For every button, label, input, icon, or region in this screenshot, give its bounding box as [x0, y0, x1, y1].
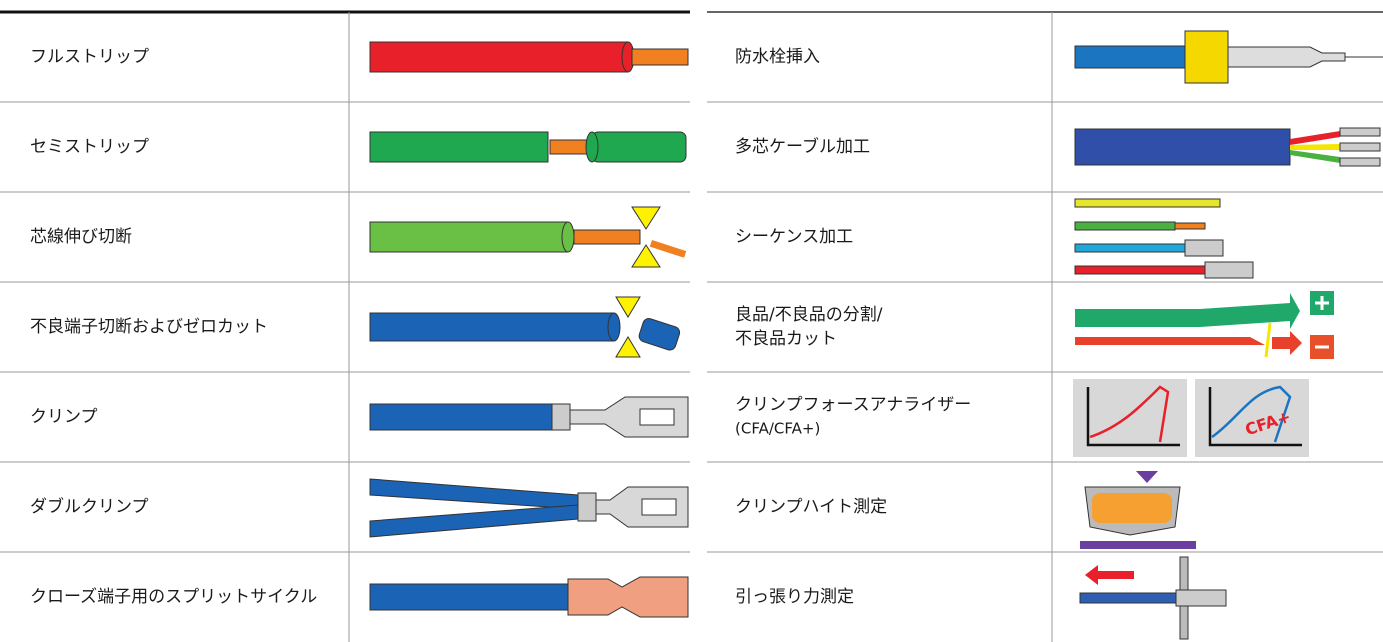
- right-label: 多芯ケーブル加工: [735, 136, 870, 157]
- icon-sort: [1075, 291, 1334, 359]
- left-label: 芯線伸び切断: [30, 227, 132, 247]
- icon-crimp-height: [1080, 471, 1196, 549]
- icon-cut: [369, 206, 687, 268]
- icon-crimp: [369, 396, 689, 438]
- table-rules: [0, 10, 1383, 642]
- right-label: 防水栓挿入: [735, 47, 820, 67]
- right-label: クリンプハイト測定: [735, 497, 887, 517]
- icon-full-strip: [369, 41, 689, 73]
- icon-seal: [1074, 30, 1383, 84]
- right-label: 不良品カット: [735, 329, 837, 349]
- right-label: (CFA/CFA+): [735, 420, 820, 438]
- left-label: ダブルクリンプ: [30, 496, 149, 517]
- right-label: シーケンス加工: [735, 227, 853, 247]
- icon-double-crimp: [369, 478, 689, 538]
- labels: フルストリップセミストリップ芯線伸び切断不良端子切断およびゼロカットクリンプダブ…: [30, 47, 971, 607]
- icon-multicore: [1074, 127, 1381, 167]
- icon-cfa: CFA+: [1073, 379, 1309, 457]
- right-label: クリンプフォースアナライザー: [735, 395, 971, 415]
- icon-sequence: [1074, 198, 1254, 279]
- icon-semi-strip: [369, 131, 687, 163]
- icon-pull: [1079, 556, 1227, 640]
- left-label: セミストリップ: [30, 137, 149, 157]
- left-label: クローズ端子用のスプリットサイクル: [30, 587, 317, 607]
- left-label: 不良端子切断およびゼロカット: [30, 317, 268, 337]
- left-label: フルストリップ: [30, 47, 149, 67]
- right-label: 引っ張り力測定: [735, 587, 854, 607]
- icon-zero-cut: [369, 296, 681, 358]
- right-label: 良品/不良品の分割/: [735, 305, 883, 325]
- icon-split-cycle: [369, 576, 689, 618]
- left-label: クリンプ: [30, 407, 98, 427]
